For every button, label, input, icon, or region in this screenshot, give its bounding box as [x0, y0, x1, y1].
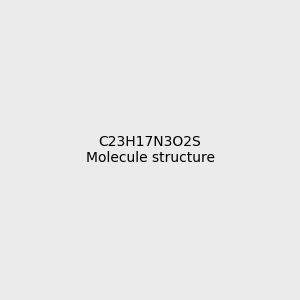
Text: C23H17N3O2S
Molecule structure: C23H17N3O2S Molecule structure [85, 135, 214, 165]
